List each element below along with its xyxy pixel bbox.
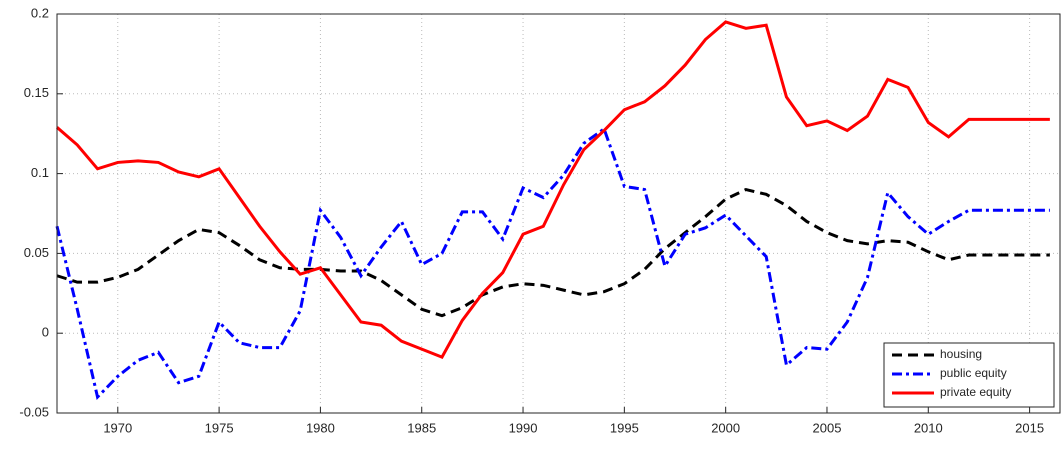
- x-tick-label: 2010: [914, 420, 943, 435]
- legend-label: housing: [940, 347, 982, 361]
- x-tick-label: 1970: [103, 420, 132, 435]
- y-tick-label: 0.1: [31, 165, 49, 180]
- plot-frame: [56, 13, 1061, 414]
- x-tick-label: 2005: [813, 420, 842, 435]
- line: [56, 20, 1050, 360]
- x-tick-label: 1980: [306, 420, 335, 435]
- y-tick-label: 0.15: [24, 85, 49, 100]
- legend-label: private equity: [940, 385, 1011, 399]
- x-tick-label: 1995: [610, 420, 639, 435]
- x-tick-label: 1990: [509, 420, 538, 435]
- y-tick-label: 0.05: [24, 245, 49, 260]
- y-tick-label: 0.2: [31, 5, 49, 20]
- x-tick-label: 2000: [711, 420, 740, 435]
- legend-label: public equity: [940, 366, 1007, 380]
- y-tick-label: 0: [42, 325, 49, 340]
- legend: housing public equity private equity: [883, 342, 1055, 408]
- x-tick-label: 1985: [407, 420, 436, 435]
- x-tick-label: 2015: [1015, 420, 1044, 435]
- line: [55, 126, 1050, 401]
- x-tick-label: 1975: [205, 420, 234, 435]
- y-tick-label: -0.05: [19, 404, 49, 419]
- line: [56, 187, 1050, 318]
